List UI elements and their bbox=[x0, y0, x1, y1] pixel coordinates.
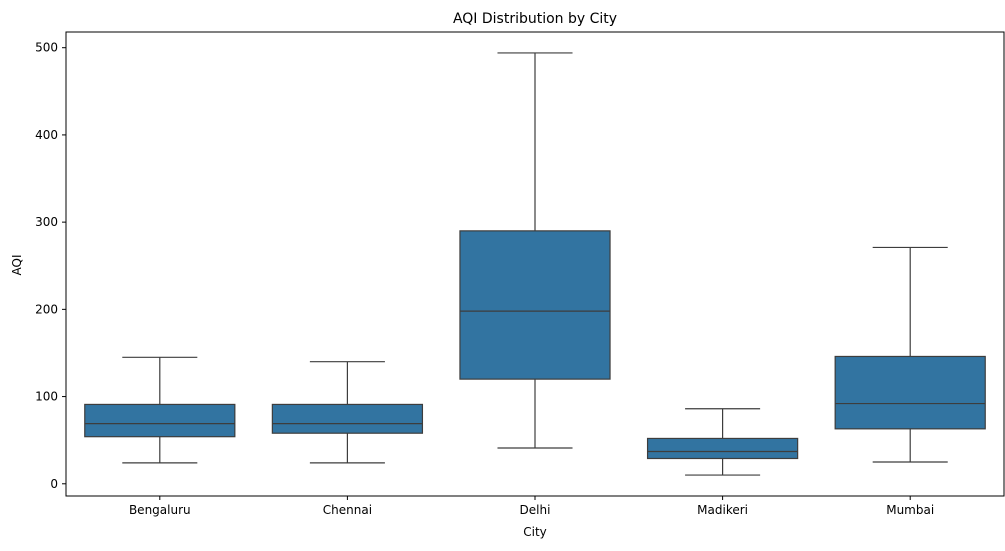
box-group-mumbai bbox=[834, 246, 986, 463]
y-tick-label: 200 bbox=[35, 302, 58, 316]
plot-area: 0 100 200 300 400 500 Bengaluru Chennai Delhi Mad… bbox=[35, 31, 1005, 517]
box-group-madikeri bbox=[646, 408, 799, 476]
box-group-chennai bbox=[271, 361, 424, 464]
chart-title: AQI Distribution by City bbox=[453, 11, 617, 27]
y-tick-label: 100 bbox=[35, 390, 58, 404]
y-tick-label: 500 bbox=[35, 41, 58, 55]
x-tick-label: Chennai bbox=[323, 503, 372, 517]
x-tick-label: Madikeri bbox=[697, 503, 748, 517]
box bbox=[271, 403, 424, 434]
box bbox=[646, 437, 799, 460]
box-group-bengaluru bbox=[84, 356, 236, 464]
box bbox=[459, 230, 611, 380]
y-axis-label: AQI bbox=[10, 255, 24, 276]
x-tick-label: Mumbai bbox=[886, 503, 934, 517]
x-axis-label: City bbox=[523, 525, 547, 539]
y-tick-label: 300 bbox=[35, 215, 58, 229]
y-tick-label: 0 bbox=[50, 477, 58, 491]
x-tick-label: Bengaluru bbox=[129, 503, 191, 517]
box bbox=[834, 355, 986, 430]
box-group-delhi bbox=[459, 52, 611, 449]
y-tick-label: 400 bbox=[35, 128, 58, 142]
box bbox=[84, 403, 236, 438]
x-tick-label: Delhi bbox=[520, 503, 551, 517]
